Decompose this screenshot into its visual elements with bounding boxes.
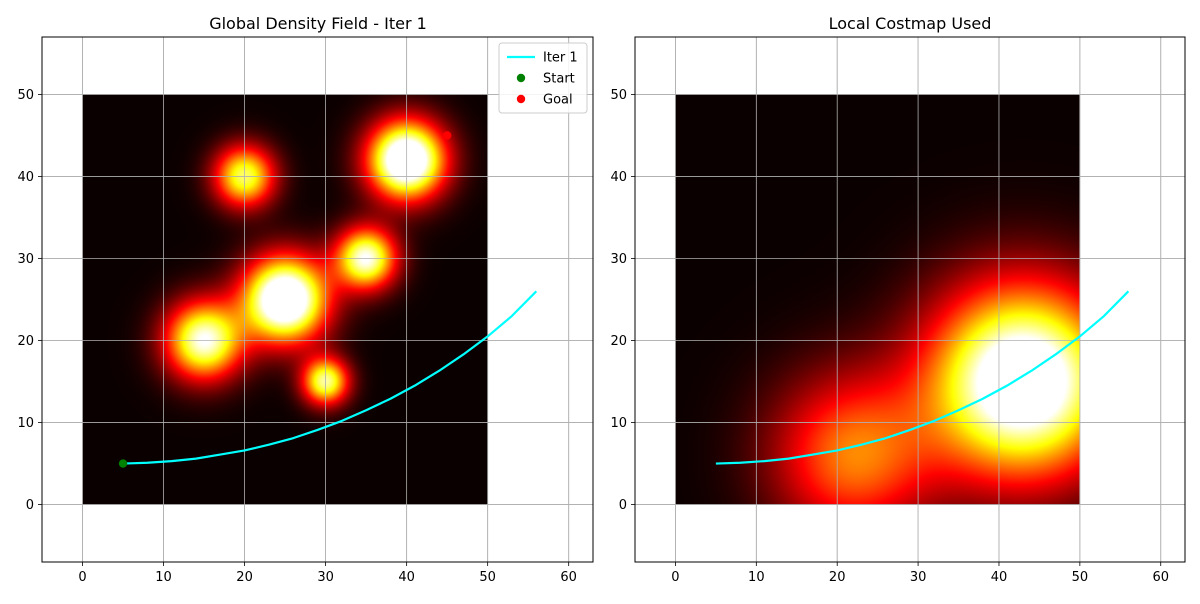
path-line: [715, 290, 1130, 465]
series-layer: [118, 131, 538, 468]
grid-overlay: [635, 37, 1185, 562]
costmap-heatmap: [675, 94, 1080, 505]
axes-frame: [41, 36, 594, 563]
global-density-panel: Global Density Field - Iter 1 0 10 20 30 40 5…: [17, 14, 594, 585]
y-tick-label: 20: [17, 334, 34, 349]
x-tick-label: 20: [829, 570, 846, 585]
local-costmap-panel: Local Costmap Used 0 10 20 30 40 50 60 0 10 20 30 4…: [610, 14, 1186, 585]
series-layer: [715, 290, 1130, 465]
x-tick-label: 50: [479, 570, 496, 585]
legend-label: Goal: [543, 93, 573, 108]
density-heatmap: [82, 94, 488, 505]
path-line: [122, 290, 538, 465]
chart-title: Local Costmap Used: [829, 14, 992, 33]
x-tick-label: 20: [236, 570, 253, 585]
y-tick-label: 30: [610, 252, 627, 267]
goal-point: [442, 131, 452, 140]
x-tick-label: 0: [78, 570, 86, 585]
x-tick-label: 60: [1152, 570, 1169, 585]
legend: Iter 1 Start Goal: [498, 42, 588, 114]
legend-label: Iter 1: [543, 51, 578, 66]
x-tick-label: 10: [748, 570, 765, 585]
y-tick-label: 20: [610, 334, 627, 349]
y-tick-label: 40: [17, 170, 34, 185]
x-tick-label: 40: [991, 570, 1008, 585]
x-tick-label: 10: [155, 570, 172, 585]
grid-overlay: [42, 37, 593, 562]
start-point: [118, 459, 128, 468]
x-tick-label: 50: [1072, 570, 1089, 585]
legend-marker-swatch: [516, 73, 526, 83]
x-tick-label: 40: [398, 570, 415, 585]
x-tick-label: 60: [560, 570, 577, 585]
x-tick-label: 30: [910, 570, 927, 585]
x-tick-label: 30: [317, 570, 334, 585]
axes-frame: [634, 36, 1186, 563]
heatmap-image: [675, 94, 1080, 505]
legend-marker-swatch: [516, 94, 526, 104]
y-tick-label: 0: [619, 498, 627, 513]
chart-title: Global Density Field - Iter 1: [209, 14, 427, 33]
y-tick-label: 50: [17, 88, 34, 103]
y-tick-label: 30: [17, 252, 34, 267]
y-tick-label: 10: [17, 416, 34, 431]
tick-labels: 0 10 20 30 40 50 60 0 10 20 30 40 50: [610, 88, 1169, 585]
y-tick-label: 40: [610, 170, 627, 185]
heatmap-image: [82, 94, 488, 505]
y-tick-label: 10: [610, 416, 627, 431]
x-tick-label: 0: [671, 570, 679, 585]
y-tick-label: 50: [610, 88, 627, 103]
tick-labels: 0 10 20 30 40 50 60 0 10 20 30 40 50: [17, 88, 577, 585]
y-tick-label: 0: [26, 498, 34, 513]
legend-label: Start: [543, 72, 575, 87]
